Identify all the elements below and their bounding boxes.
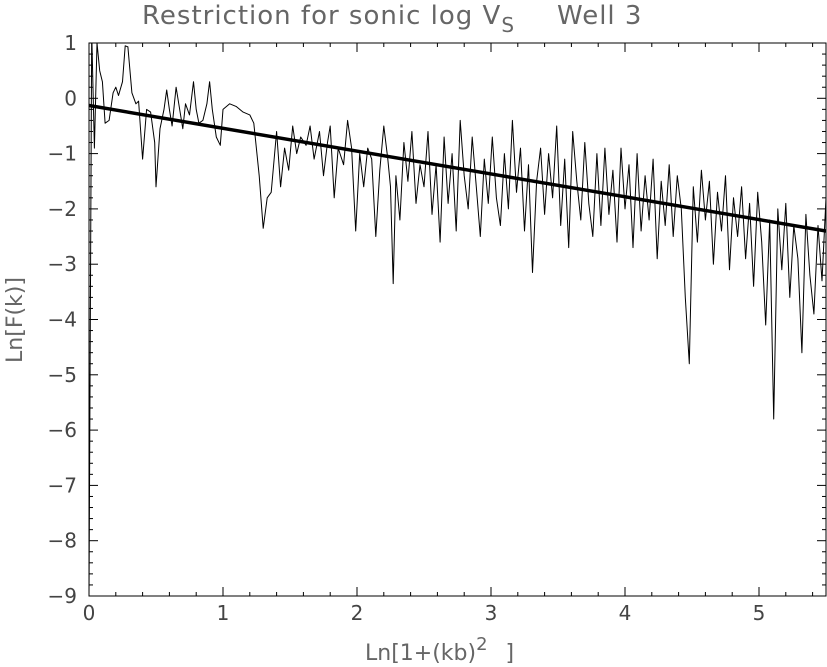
y-tick-label: 1 xyxy=(64,31,77,55)
x-tick-label: 5 xyxy=(753,601,766,625)
x-axis-title: Ln[1+(kb)2] xyxy=(365,634,514,666)
y-axis-title: Ln[F(k)] xyxy=(3,277,28,363)
y-tick-label: −7 xyxy=(48,473,77,497)
x-axis-title-suffix: ] xyxy=(506,641,515,666)
x-tick-label: 4 xyxy=(619,601,632,625)
plot-area xyxy=(89,43,826,596)
y-tick-label: 0 xyxy=(64,86,77,110)
y-tick-label: −1 xyxy=(48,142,77,166)
chart-title: Restriction for sonic log VS Well 3 xyxy=(142,1,642,37)
y-axis: 1 0 −1 −2 −3 −4 −5 −6 −7 −8 −9 xyxy=(48,31,826,608)
chart-title-subscript: S xyxy=(501,13,515,37)
x-axis-title-main: Ln[1+(kb) xyxy=(365,641,476,666)
chart-title-suffix: Well 3 xyxy=(557,1,642,31)
y-tick-label: −5 xyxy=(48,363,77,387)
y-tick-label: −6 xyxy=(48,418,77,442)
x-axis-title-superscript: 2 xyxy=(476,634,487,655)
y-tick-label: −9 xyxy=(48,584,77,608)
x-tick-label: 1 xyxy=(217,601,230,625)
chart-title-main: Restriction for sonic log V xyxy=(142,1,501,31)
x-tick-label: 3 xyxy=(485,601,498,625)
data-line xyxy=(89,43,826,596)
fit-line xyxy=(89,103,826,233)
y-tick-label: −8 xyxy=(48,529,77,553)
y-tick-label: −3 xyxy=(48,252,77,276)
x-axis: 0 1 2 3 4 5 xyxy=(83,43,814,625)
x-tick-label: 2 xyxy=(351,601,364,625)
y-tick-label: −2 xyxy=(48,197,77,221)
x-tick-label: 0 xyxy=(83,601,96,625)
y-tick-label: −4 xyxy=(48,308,77,332)
